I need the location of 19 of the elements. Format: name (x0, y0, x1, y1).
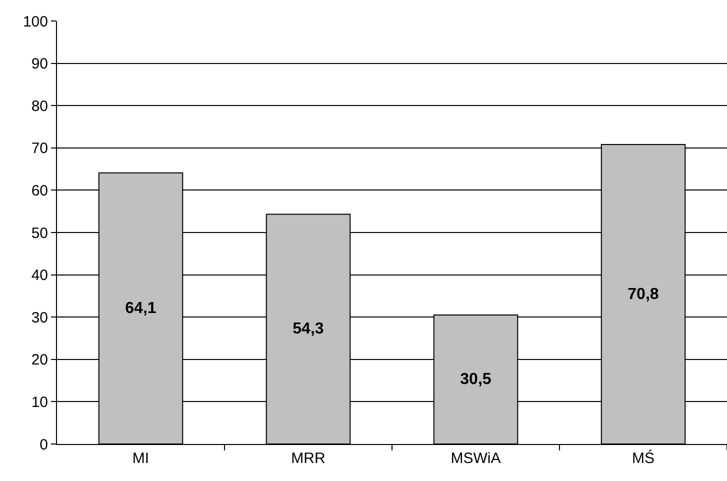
data-label: 64,1 (125, 300, 156, 317)
x-tick-label: MI (132, 450, 150, 467)
x-tick-label: MŚ (632, 449, 654, 467)
data-label: 70,8 (628, 286, 659, 303)
data-label: 30,5 (460, 370, 492, 388)
x-tick-label: MRR (291, 450, 326, 467)
y-tick-label: 50 (31, 224, 48, 242)
y-tick-label: 0 (40, 436, 48, 454)
data-label: 54,3 (292, 320, 324, 338)
y-tick-label: 90 (31, 56, 48, 73)
x-tick-label: MSWiA (450, 450, 501, 467)
y-tick-label: 100 (22, 13, 48, 30)
y-tick-label: 70 (31, 140, 48, 158)
y-tick-label: 10 (31, 394, 48, 411)
y-tick-label: 30 (31, 309, 48, 326)
y-tick-label: 80 (31, 98, 48, 115)
y-tick-label: 40 (31, 267, 48, 284)
y-tick-label: 20 (31, 352, 48, 369)
y-tick-label: 60 (31, 182, 48, 200)
